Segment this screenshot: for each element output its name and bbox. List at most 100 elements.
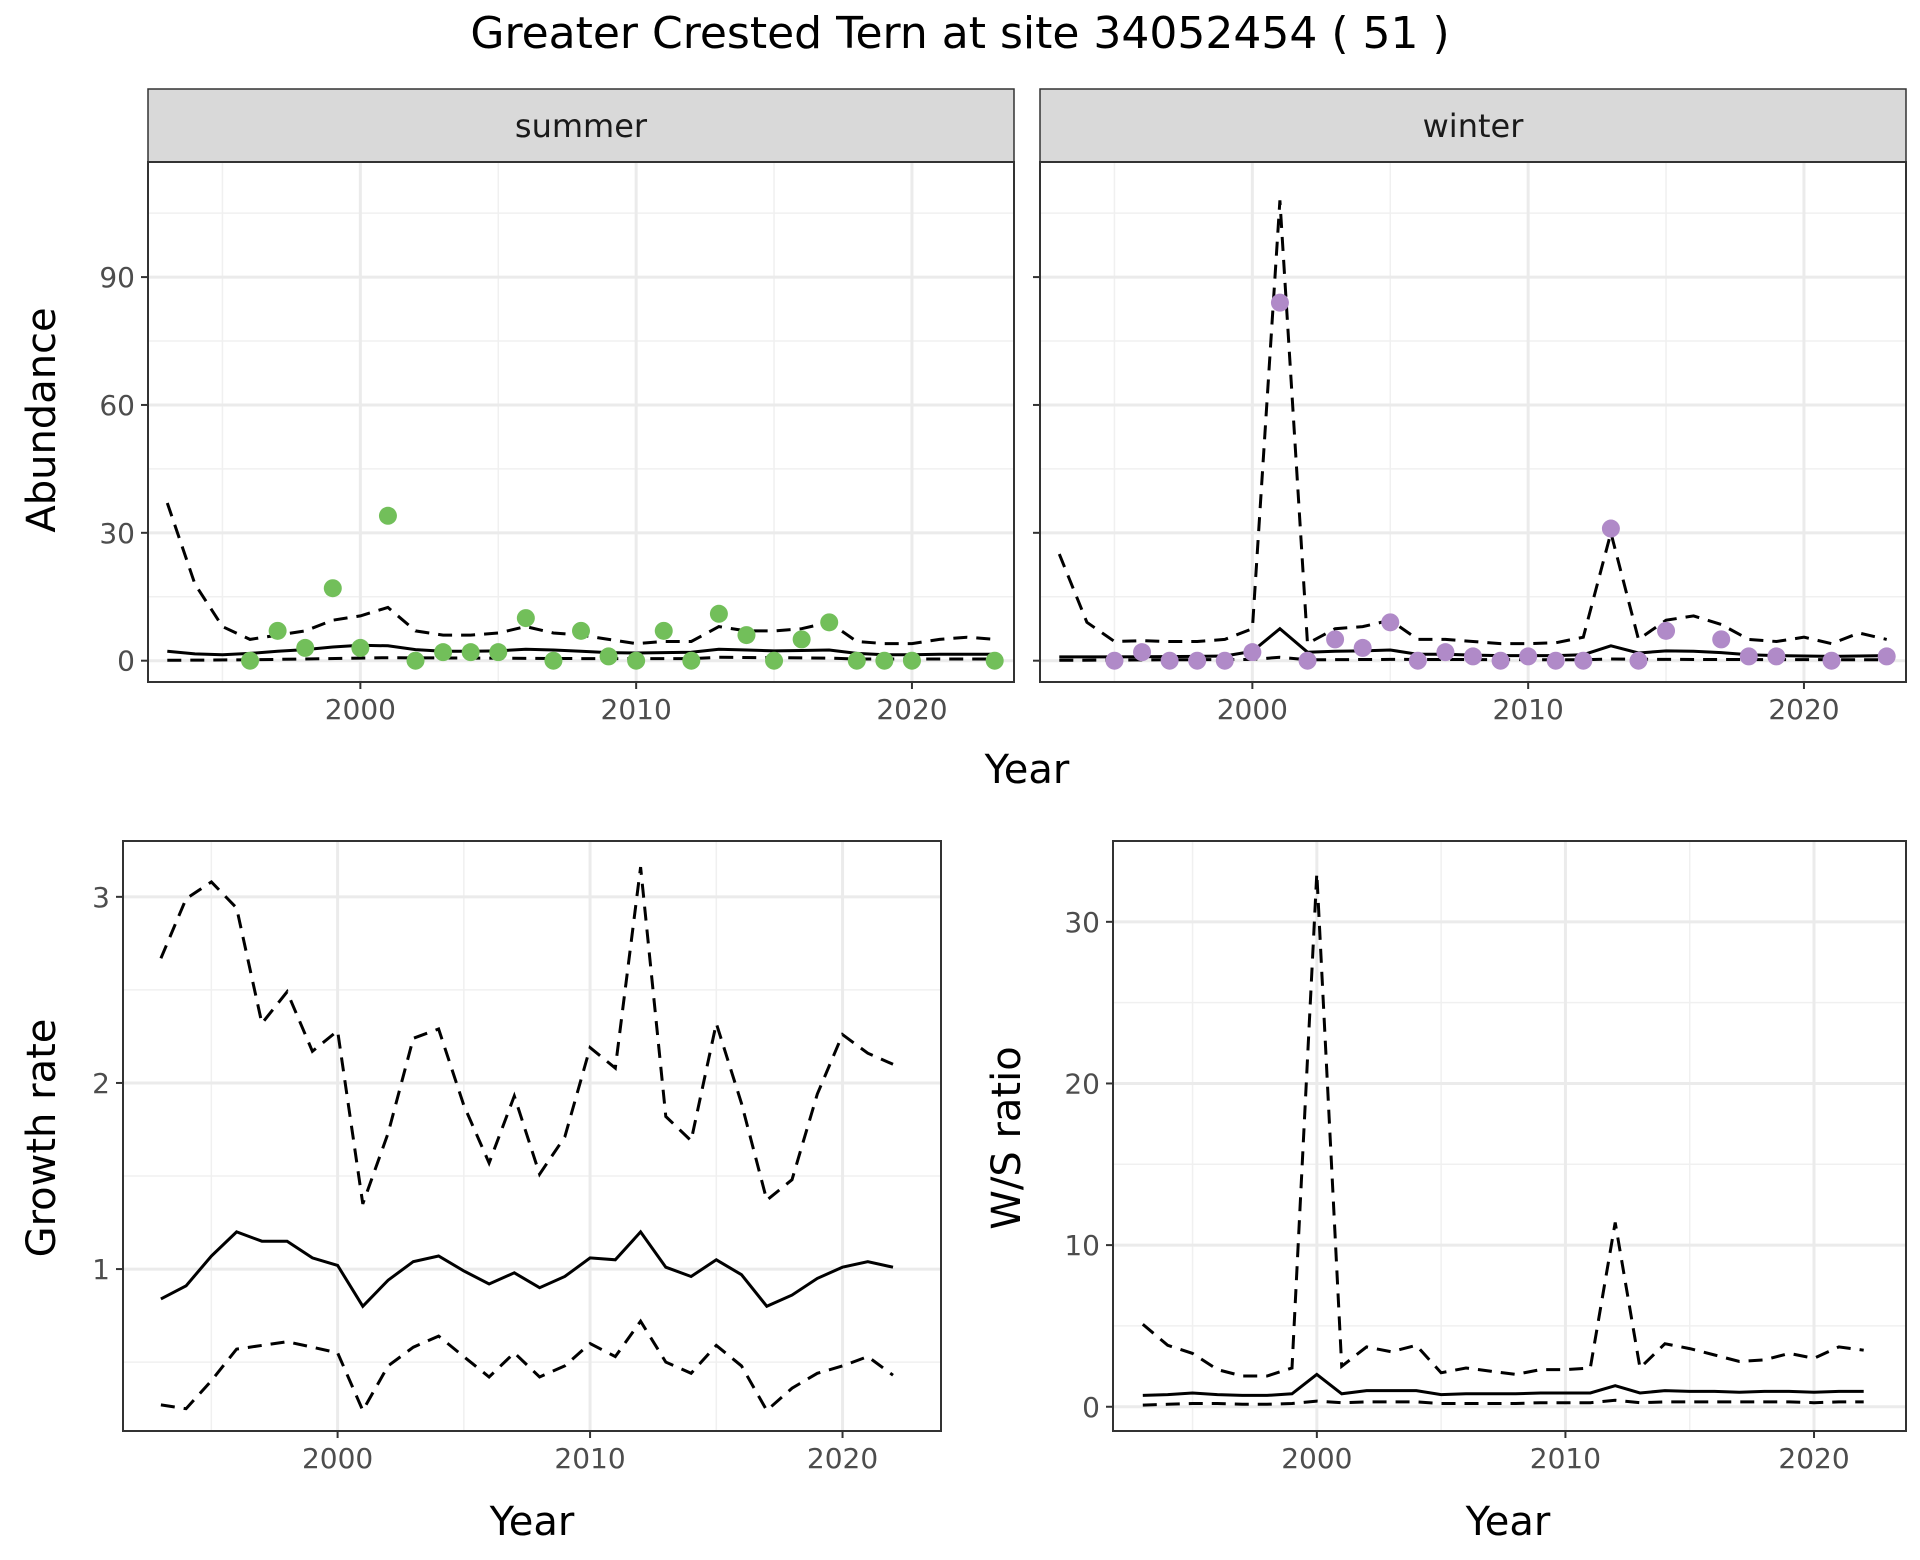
upper-ci-line [1141, 873, 1864, 1378]
upper-ci-line [159, 866, 894, 1205]
fitted-trend-line [160, 1229, 894, 1309]
panel-border [1112, 840, 1907, 1432]
observed-count-point [1270, 293, 1289, 312]
observed-count-point [792, 630, 811, 649]
x-tick-label: 2000 [1281, 1442, 1352, 1475]
strip-summer-label: summer [515, 107, 648, 145]
chart-title: Greater Crested Tern at site 34052454 ( … [470, 8, 1449, 59]
observed-count-point [434, 643, 453, 662]
top-x-axis-title: Year [984, 747, 1070, 793]
observed-count-point [902, 651, 921, 670]
observed-count-point [1243, 643, 1262, 662]
observed-count-point [1519, 647, 1538, 666]
observed-count-point [1160, 651, 1179, 670]
upper-ci-line [1057, 200, 1888, 647]
y-tick-label: 90 [99, 261, 135, 294]
y-tick-label: 30 [1064, 906, 1100, 939]
lower-ci-line [1142, 1398, 1864, 1407]
observed-count-point [378, 506, 397, 525]
observed-count-point [1712, 630, 1731, 649]
strip-summer-bg [147, 88, 1015, 163]
panel-border [122, 840, 942, 1432]
observed-count-point [544, 651, 563, 670]
lower-ci-line [160, 1318, 894, 1414]
observed-count-point [1574, 651, 1593, 670]
lower-ci-line [167, 655, 995, 662]
fitted-trend-line [167, 643, 995, 657]
panel-border [1039, 161, 1907, 683]
observed-count-point [1353, 638, 1372, 657]
observed-count-point [1298, 651, 1317, 670]
fitted-trend-line [1142, 1372, 1864, 1397]
x-tick-label: 2020 [1778, 1442, 1849, 1475]
observed-count-point [351, 638, 370, 657]
observed-count-point [654, 621, 673, 640]
top-y-axis-title: Abundance [19, 307, 65, 532]
observed-count-point [1464, 647, 1482, 666]
panel-border [147, 161, 1015, 683]
growth-x-axis-title: Year [489, 1499, 575, 1545]
x-tick-label: 2020 [876, 693, 947, 726]
observed-count-point [1105, 651, 1124, 670]
observed-count-point [268, 621, 287, 640]
growth-y-axis-title: Growth rate [19, 1019, 65, 1258]
observed-count-point [1767, 647, 1786, 666]
panel-summer: 2000 2010 2020 0 30 60 90 [99, 161, 1015, 726]
y-tick-label: 1 [92, 1253, 110, 1286]
x-tick-label: 2010 [601, 693, 672, 726]
x-tick-label: 2010 [1493, 693, 1564, 726]
observed-count-point [709, 604, 728, 623]
ratio-y-axis-title: W/S ratio [984, 1046, 1030, 1229]
ratio-x-axis-title: Year [1465, 1499, 1551, 1545]
x-tick-label: 2010 [1530, 1442, 1601, 1475]
observed-count-point [599, 647, 618, 666]
strip-winter-label: winter [1423, 107, 1525, 145]
observed-count-point [489, 643, 508, 662]
fitted-trend-line [1059, 626, 1887, 659]
observed-count-point [682, 651, 701, 670]
observed-count-point [1601, 519, 1620, 538]
x-tick-label: 2000 [302, 1442, 373, 1475]
x-tick-label: 2010 [554, 1442, 625, 1475]
panel-growth-rate: 2000 2010 2020 1 2 3 [92, 840, 942, 1475]
observed-count-point [1491, 651, 1510, 670]
observed-count-point [1133, 643, 1152, 662]
observed-count-point [516, 609, 535, 628]
observed-count-point [1877, 647, 1896, 666]
lower-ci-line [1059, 655, 1887, 662]
y-tick-label: 0 [117, 645, 135, 678]
observed-count-point [1408, 651, 1427, 670]
y-tick-label: 2 [92, 1067, 110, 1100]
y-tick-label: 20 [1064, 1067, 1100, 1100]
y-tick-label: 3 [92, 881, 110, 914]
observed-count-point [572, 621, 590, 640]
strip-winter-bg [1039, 88, 1907, 163]
observed-count-point [875, 651, 894, 670]
observed-count-point [461, 643, 480, 662]
observed-count-point [1822, 651, 1841, 670]
observed-count-point [737, 626, 756, 645]
observed-count-point [1739, 647, 1758, 666]
observed-count-point [1215, 651, 1234, 670]
x-tick-label: 2000 [1217, 693, 1288, 726]
y-tick-label: 0 [1082, 1391, 1100, 1424]
x-tick-label: 2020 [807, 1442, 878, 1475]
y-tick-label: 60 [99, 389, 135, 422]
panel-winter: 2000 2010 2020 [1033, 161, 1907, 726]
observed-count-point [406, 651, 425, 670]
observed-count-point [1546, 651, 1565, 670]
observed-count-point [1436, 643, 1455, 662]
observed-count-point [1629, 651, 1648, 670]
observed-count-point [1188, 651, 1207, 670]
x-tick-label: 2000 [325, 693, 396, 726]
observed-count-point [241, 651, 260, 670]
observed-count-point [847, 651, 866, 670]
observed-count-point [1381, 613, 1400, 632]
observed-count-point [820, 613, 839, 632]
observed-count-point [627, 651, 646, 670]
y-tick-label: 10 [1064, 1229, 1100, 1262]
observed-count-point [296, 638, 315, 657]
observed-count-point [985, 651, 1004, 670]
observed-count-point [1657, 621, 1676, 640]
